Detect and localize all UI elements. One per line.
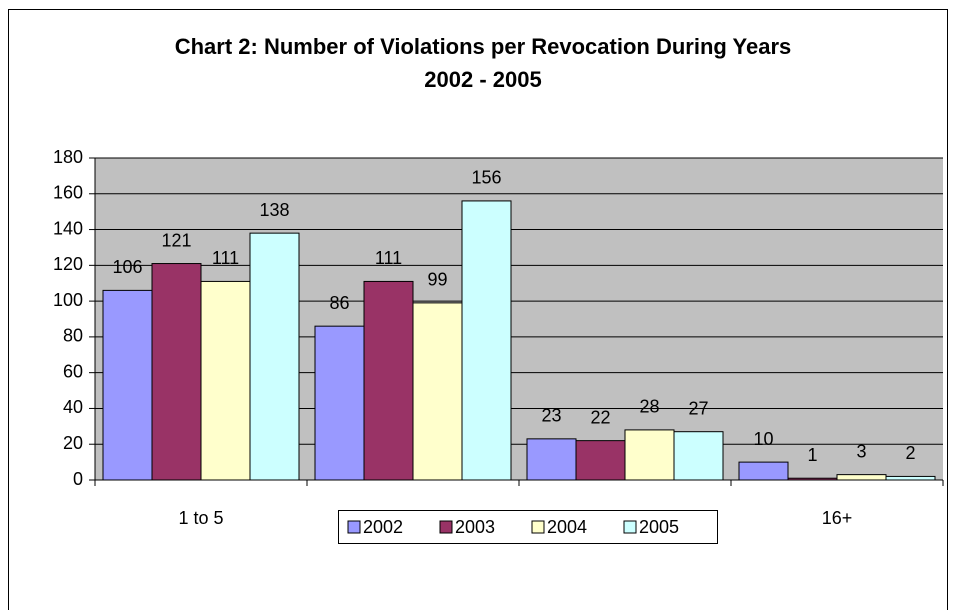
bar [363, 280, 414, 481]
legend-label: 2005 [639, 517, 679, 537]
data-label: 106 [112, 257, 142, 277]
bar [624, 429, 675, 481]
bar [575, 440, 626, 481]
legend-swatch [439, 520, 453, 534]
bar [102, 289, 153, 481]
y-tick-label: 40 [63, 397, 83, 417]
data-label: 138 [259, 200, 289, 220]
y-tick-label: 140 [53, 218, 83, 238]
bar [738, 461, 789, 481]
data-label: 1 [807, 445, 817, 465]
legend-swatch [531, 520, 545, 534]
y-tick-label: 100 [53, 290, 83, 310]
data-label: 86 [329, 293, 349, 313]
y-tick-label: 120 [53, 254, 83, 274]
bar [314, 325, 365, 481]
data-label: 99 [427, 270, 447, 290]
data-label: 2 [905, 443, 915, 463]
legend-label: 2004 [547, 517, 587, 537]
bar [200, 280, 251, 481]
legend-label: 2002 [363, 517, 403, 537]
data-label: 10 [753, 429, 773, 449]
bar [151, 263, 202, 481]
bar [249, 232, 300, 481]
bar [836, 474, 887, 481]
legend-swatch [623, 520, 637, 534]
y-tick-label: 80 [63, 326, 83, 346]
data-label: 22 [590, 407, 610, 427]
legend-label: 2003 [455, 517, 495, 537]
data-label: 121 [161, 230, 191, 250]
bar [787, 477, 838, 481]
data-label: 111 [375, 248, 402, 268]
bar [461, 200, 512, 481]
x-tick-label: 16+ [822, 508, 853, 528]
y-tick-label: 60 [63, 361, 83, 381]
x-tick-label: 1 to 5 [178, 508, 223, 528]
legend-swatch [347, 520, 361, 534]
bar [412, 302, 463, 481]
bar [885, 475, 936, 481]
data-label: 28 [639, 397, 659, 417]
data-label: 111 [212, 248, 239, 268]
data-label: 156 [471, 168, 501, 188]
y-tick-label: 160 [53, 183, 83, 203]
data-label: 3 [856, 441, 866, 461]
chart-title: Chart 2: Number of Violations per Revoca… [174, 34, 792, 92]
bar [673, 431, 724, 481]
data-label: 27 [688, 398, 708, 418]
y-tick-label: 0 [73, 469, 83, 489]
bar [526, 438, 577, 481]
legend-box [338, 510, 718, 544]
data-label: 23 [541, 406, 561, 426]
y-tick-label: 180 [53, 147, 83, 167]
y-tick-label: 20 [63, 433, 83, 453]
